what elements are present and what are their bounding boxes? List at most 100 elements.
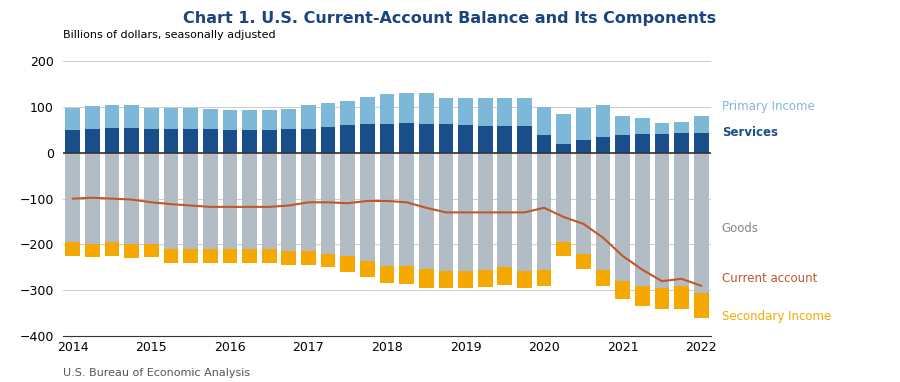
Bar xyxy=(596,153,610,270)
Text: Current account: Current account xyxy=(722,272,817,285)
Bar xyxy=(536,107,552,135)
Bar xyxy=(124,105,140,128)
Text: Chart 1. U.S. Current-Account Balance and Its Components: Chart 1. U.S. Current-Account Balance an… xyxy=(184,11,716,26)
Bar xyxy=(66,153,80,242)
Bar xyxy=(418,124,434,153)
Bar xyxy=(86,244,100,257)
Bar xyxy=(164,249,178,263)
Bar xyxy=(438,271,454,288)
Bar xyxy=(302,128,316,153)
Bar xyxy=(242,110,256,130)
Bar xyxy=(360,125,374,153)
Bar xyxy=(418,153,434,269)
Bar xyxy=(478,98,492,126)
Bar xyxy=(202,153,218,249)
Bar xyxy=(694,116,708,133)
Bar xyxy=(616,153,630,281)
Bar xyxy=(596,105,610,137)
Bar xyxy=(616,116,630,135)
Bar xyxy=(458,271,473,288)
Bar xyxy=(694,133,708,153)
Bar xyxy=(104,128,120,153)
Text: Billions of dollars, seasonally adjusted: Billions of dollars, seasonally adjusted xyxy=(63,30,275,40)
Bar xyxy=(86,129,100,153)
Bar xyxy=(518,153,532,271)
Bar xyxy=(576,140,590,153)
Bar xyxy=(438,153,454,271)
Bar xyxy=(458,98,473,125)
Bar xyxy=(360,153,374,261)
Bar xyxy=(124,244,140,258)
Bar xyxy=(164,108,178,128)
Bar xyxy=(222,110,238,130)
Bar xyxy=(634,118,650,134)
Text: Secondary Income: Secondary Income xyxy=(722,311,831,324)
Bar xyxy=(302,105,316,128)
Bar xyxy=(242,130,256,153)
Bar xyxy=(282,153,296,251)
Bar xyxy=(400,267,414,284)
Bar xyxy=(498,126,512,153)
Bar xyxy=(596,270,610,286)
Bar xyxy=(124,128,140,153)
Bar xyxy=(340,102,356,125)
Bar xyxy=(674,133,688,153)
Bar xyxy=(202,109,218,129)
Bar xyxy=(438,98,454,125)
Bar xyxy=(184,108,198,129)
Bar xyxy=(164,153,178,249)
Text: U.S. Bureau of Economic Analysis: U.S. Bureau of Economic Analysis xyxy=(63,368,250,378)
Bar xyxy=(694,153,708,293)
Bar xyxy=(104,153,120,242)
Bar xyxy=(418,269,434,288)
Bar xyxy=(124,153,140,244)
Text: Services: Services xyxy=(722,126,778,139)
Bar xyxy=(320,127,336,153)
Bar xyxy=(576,153,590,254)
Bar xyxy=(654,153,670,288)
Bar xyxy=(262,249,276,263)
Bar xyxy=(222,130,238,153)
Bar xyxy=(320,103,336,127)
Bar xyxy=(302,153,316,251)
Bar xyxy=(184,249,198,263)
Bar xyxy=(518,126,532,153)
Bar xyxy=(498,267,512,285)
Bar xyxy=(654,123,670,134)
Bar xyxy=(380,153,394,267)
Bar xyxy=(674,153,688,286)
Bar xyxy=(556,114,572,144)
Bar xyxy=(380,267,394,283)
Bar xyxy=(674,121,688,133)
Bar xyxy=(66,242,80,256)
Bar xyxy=(634,286,650,306)
Bar xyxy=(320,153,336,254)
Bar xyxy=(202,129,218,153)
Bar xyxy=(66,108,80,130)
Text: Primary Income: Primary Income xyxy=(722,100,814,113)
Bar xyxy=(340,153,356,256)
Bar xyxy=(340,125,356,153)
Bar xyxy=(536,153,552,270)
Bar xyxy=(144,108,158,129)
Bar xyxy=(634,134,650,153)
Bar xyxy=(184,153,198,249)
Bar xyxy=(536,135,552,153)
Bar xyxy=(340,256,356,272)
Bar xyxy=(458,153,473,271)
Bar xyxy=(360,261,374,277)
Bar xyxy=(400,123,414,153)
Bar xyxy=(380,94,394,124)
Bar xyxy=(144,129,158,153)
Bar xyxy=(380,124,394,153)
Bar xyxy=(576,254,590,269)
Bar xyxy=(104,105,120,128)
Bar xyxy=(262,110,276,130)
Bar xyxy=(282,251,296,265)
Bar xyxy=(556,153,572,242)
Bar xyxy=(418,93,434,124)
Bar xyxy=(596,137,610,153)
Bar xyxy=(478,153,492,270)
Bar xyxy=(518,271,532,288)
Bar xyxy=(458,125,473,153)
